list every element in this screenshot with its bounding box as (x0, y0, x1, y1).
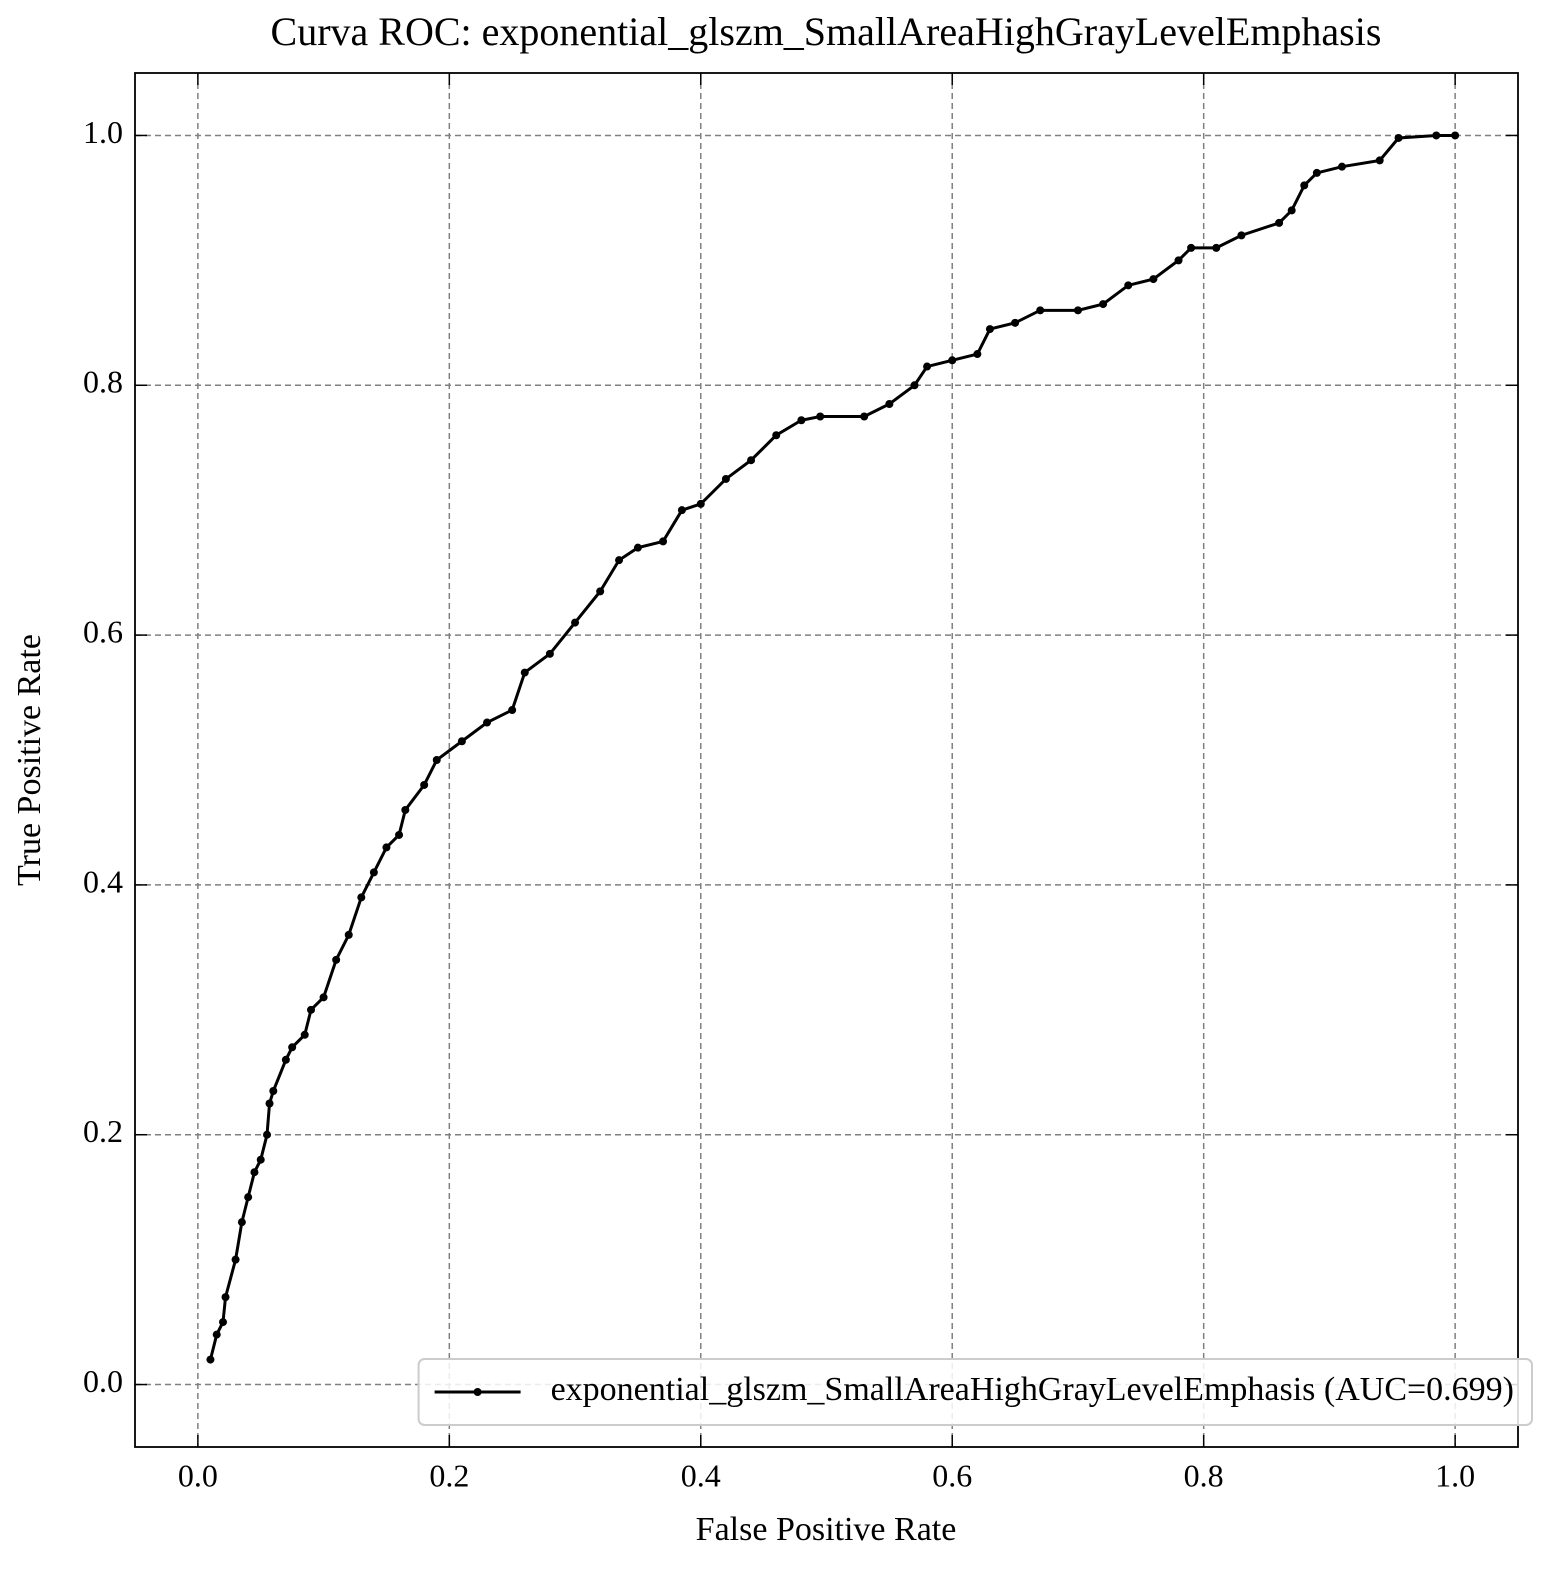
roc-point (1124, 281, 1133, 290)
roc-point (1300, 181, 1309, 190)
roc-point (244, 1193, 253, 1202)
roc-point (307, 1005, 316, 1014)
roc-point (1312, 168, 1321, 177)
roc-point (973, 350, 982, 359)
roc-point (206, 1355, 215, 1364)
roc-point (721, 474, 730, 483)
roc-point (659, 537, 668, 546)
roc-point (677, 506, 686, 515)
roc-point (1237, 231, 1246, 240)
roc-point (596, 587, 605, 596)
roc-point (1212, 243, 1221, 252)
x-tick-label: 0.0 (178, 1457, 218, 1493)
roc-point (923, 362, 932, 371)
roc-point (797, 416, 806, 425)
roc-point (747, 456, 756, 465)
roc-point (231, 1255, 240, 1264)
y-tick-label: 1.0 (83, 114, 123, 150)
roc-point (885, 400, 894, 409)
roc-point (1174, 256, 1183, 265)
y-axis-label: True Positive Rate (11, 634, 48, 886)
roc-point (545, 649, 554, 658)
roc-point (432, 756, 441, 764)
y-tick-label: 0.4 (83, 863, 123, 899)
roc-point (219, 1318, 228, 1327)
roc-point (1432, 131, 1441, 140)
y-tick-label: 0.8 (83, 364, 123, 400)
roc-point (1036, 306, 1045, 315)
roc-point (1451, 131, 1460, 140)
roc-line (208, 133, 1456, 1360)
roc-point (520, 668, 529, 677)
roc-point (1073, 306, 1082, 315)
roc-point (1187, 243, 1196, 252)
roc-point (300, 1030, 309, 1039)
roc-point (265, 1099, 274, 1108)
roc-point (633, 543, 642, 552)
roc-point (357, 893, 366, 902)
roc-point (221, 1293, 230, 1302)
roc-point (948, 356, 957, 365)
roc-point (237, 1218, 246, 1227)
roc-point (256, 1155, 265, 1164)
roc-point (288, 1043, 297, 1052)
roc-point (1337, 162, 1346, 171)
roc-point (401, 805, 410, 814)
roc-point (508, 706, 517, 715)
roc-point (269, 1087, 278, 1096)
y-tick-label: 0.2 (83, 1113, 123, 1149)
roc-point (420, 780, 429, 789)
x-axis-label: False Positive Rate (696, 1511, 957, 1548)
x-tick-label: 1.0 (1435, 1457, 1475, 1493)
roc-point (395, 830, 404, 839)
legend-box (417, 1358, 1533, 1426)
roc-point (860, 412, 869, 421)
roc-point (1099, 300, 1108, 309)
roc-point (615, 556, 624, 565)
roc-point (1287, 206, 1296, 215)
roc-point (483, 718, 492, 727)
x-tick-label: 0.4 (681, 1457, 721, 1493)
roc-point (571, 618, 580, 627)
roc-point (816, 412, 825, 421)
x-tick-label: 0.8 (1184, 1457, 1224, 1493)
roc-point (250, 1168, 259, 1177)
legend-label: exponential_glszm_SmallAreaHighGrayLevel… (551, 1371, 1514, 1408)
roc-point (319, 993, 328, 1002)
roc-point (1011, 318, 1020, 327)
y-tick-label: 0.6 (83, 613, 123, 649)
y-tick-label: 0.0 (83, 1363, 123, 1399)
roc-point (1275, 218, 1284, 227)
legend-marker (473, 1388, 482, 1396)
roc-point (1375, 156, 1384, 165)
roc-point (457, 737, 466, 746)
roc-point (696, 499, 705, 508)
roc-point (985, 325, 994, 334)
roc-point (910, 381, 919, 390)
legend: exponential_glszm_SmallAreaHighGrayLevel… (417, 1358, 1533, 1426)
x-tick-label: 0.6 (932, 1457, 972, 1493)
roc-point (263, 1130, 272, 1139)
plot-frame (134, 72, 1519, 1448)
chart-title: Curva ROC: exponential_glszm_SmallAreaHi… (271, 9, 1382, 54)
roc-point (281, 1055, 290, 1064)
roc-point (382, 843, 391, 852)
roc-point (332, 955, 341, 964)
roc-point (1394, 133, 1403, 142)
roc-point (212, 1330, 221, 1339)
roc-point (1149, 275, 1158, 284)
roc-point (369, 868, 378, 877)
x-tick-label: 0.2 (429, 1457, 469, 1493)
roc-point (344, 930, 353, 939)
roc-point (772, 431, 781, 440)
